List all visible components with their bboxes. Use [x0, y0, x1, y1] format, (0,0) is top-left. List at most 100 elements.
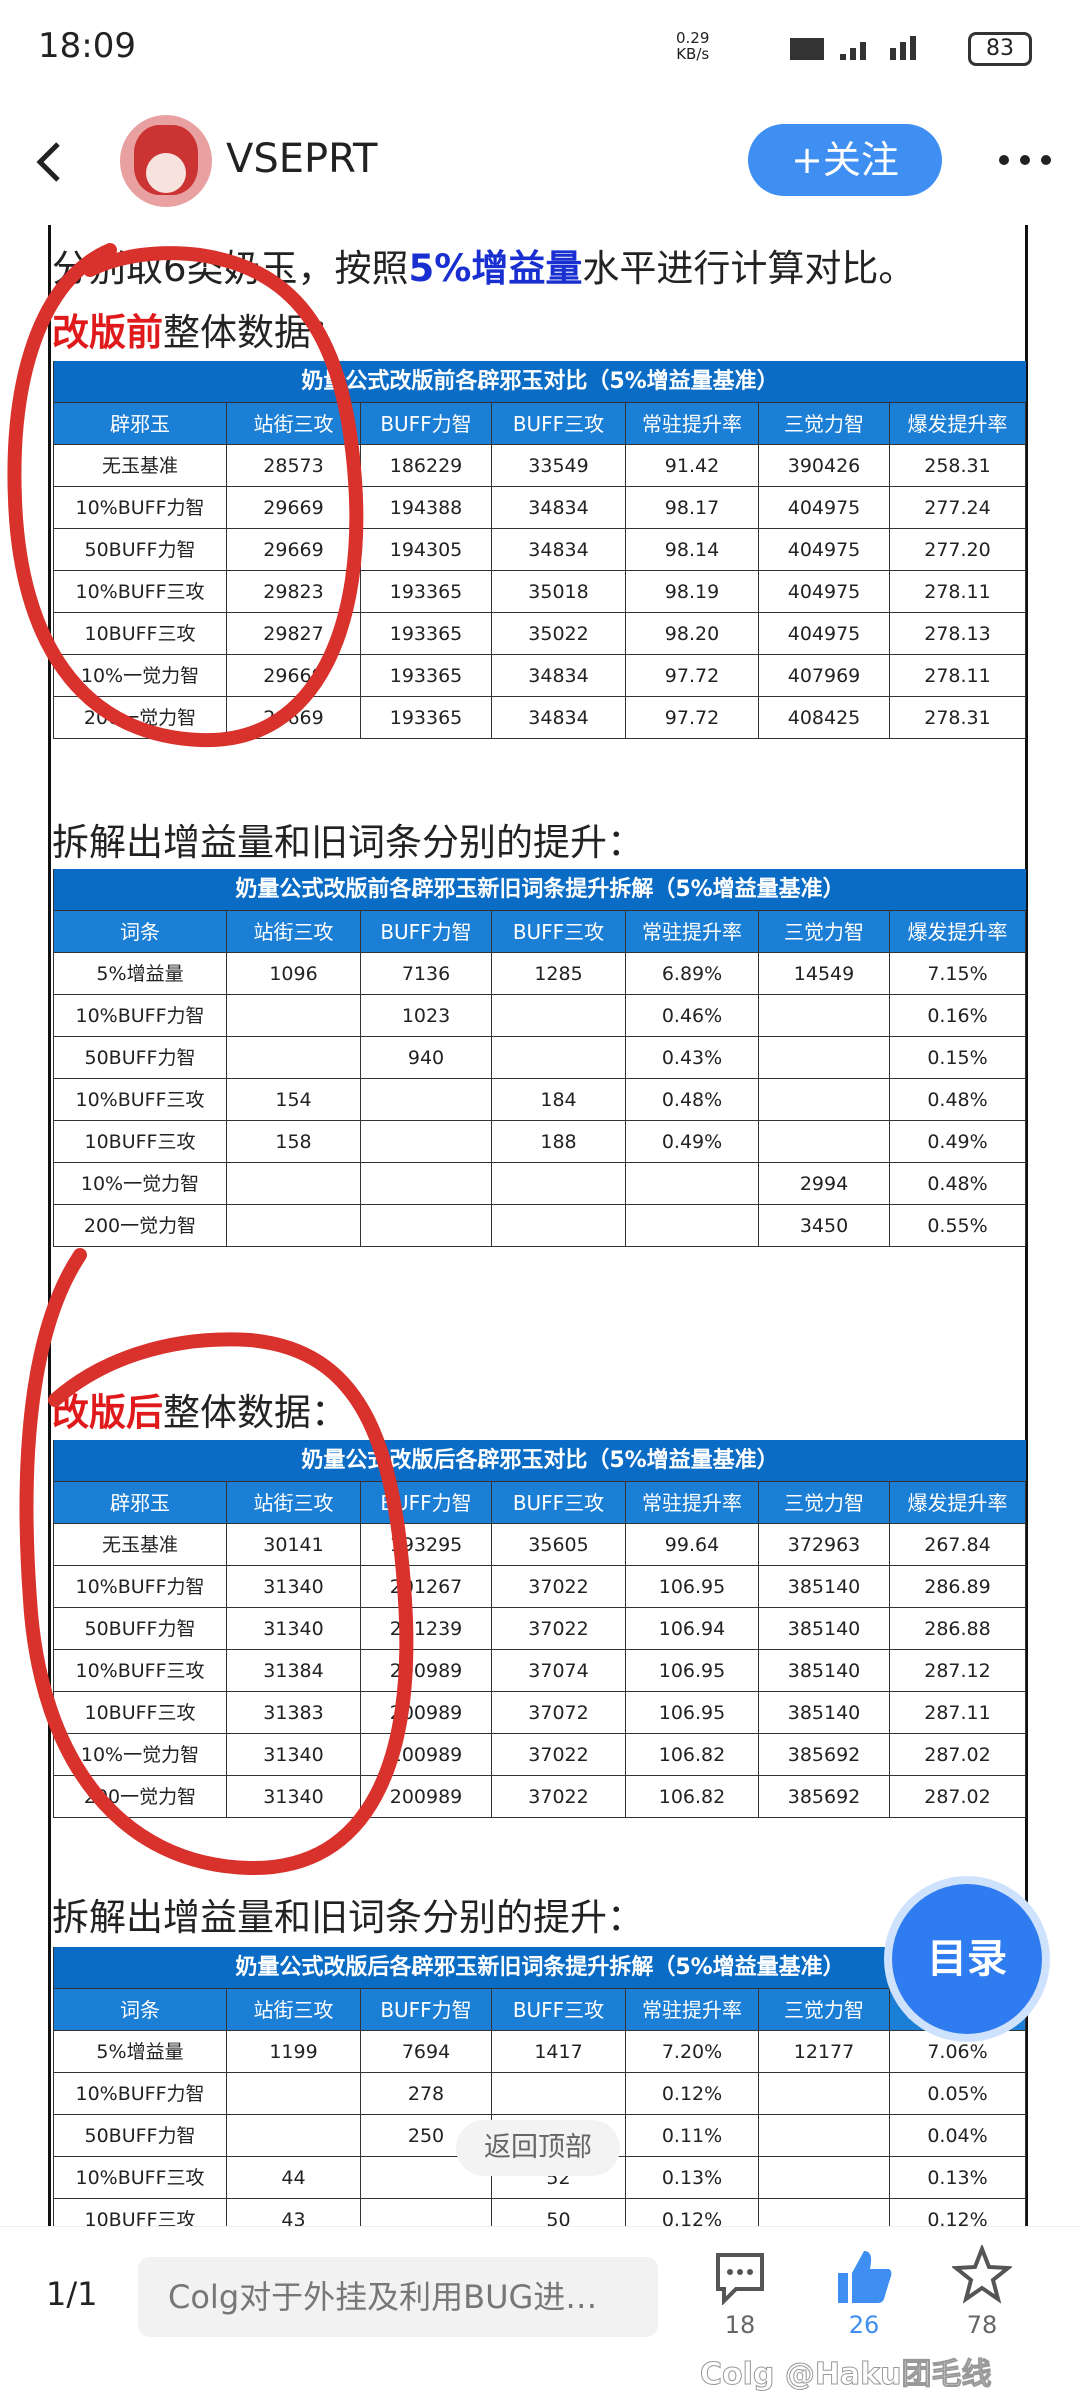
- column-header: 辟邪玉: [54, 403, 227, 445]
- table-cell: [492, 995, 626, 1037]
- table-cell: 200989: [361, 1692, 492, 1734]
- column-header: 词条: [54, 911, 227, 953]
- table-cell: 201239: [361, 1608, 492, 1650]
- more-button[interactable]: [998, 150, 1054, 170]
- table-cell: 50BUFF力智: [54, 529, 227, 571]
- table-cell: 0.16%: [890, 995, 1026, 1037]
- like-icon[interactable]: [834, 2247, 894, 2307]
- table-cell: 193365: [361, 613, 492, 655]
- back-to-top[interactable]: 返回顶部: [456, 2120, 620, 2176]
- text: 整体数据：: [163, 1391, 348, 1434]
- table-cell: 14549: [759, 953, 890, 995]
- table-cell: 5%增益量: [54, 2031, 227, 2073]
- table-cell: 287.02: [890, 1776, 1026, 1818]
- table-cell: 278.11: [890, 655, 1026, 697]
- column-header: BUFF三攻: [492, 403, 626, 445]
- table-cell: 0.11%: [626, 2115, 759, 2157]
- table: 奶量公式改版前各辟邪玉对比（5%增益量基准） 辟邪玉 站街三攻 BUFF力智 BUFF三…: [53, 361, 1026, 739]
- table-cell: 404975: [759, 571, 890, 613]
- table-cell: 34834: [492, 697, 626, 739]
- table-cell: 37022: [492, 1734, 626, 1776]
- table-cell: 31340: [227, 1734, 361, 1776]
- text: 整体数据：: [163, 311, 348, 354]
- table-cell: 158: [227, 1121, 361, 1163]
- table-cell: 1023: [361, 995, 492, 1037]
- table-cell: 3450: [759, 1205, 890, 1247]
- table: 奶量公式改版后各辟邪玉新旧词条提升拆解（5%增益量基准） 词条 站街三攻 BUFF力智…: [53, 1947, 1026, 2241]
- table-cell: [759, 2157, 890, 2199]
- column-header: BUFF力智: [361, 1482, 492, 1524]
- star-icon[interactable]: [952, 2245, 1012, 2305]
- username[interactable]: VSEPRT: [226, 136, 378, 182]
- table-cell: 287.02: [890, 1734, 1026, 1776]
- column-header: 常驻提升率: [626, 911, 759, 953]
- highlight: 5%增益量: [408, 247, 583, 290]
- table-cell: 404975: [759, 613, 890, 655]
- speed: 0.29: [676, 29, 710, 47]
- table-cell: 200989: [361, 1734, 492, 1776]
- table-cell: 37072: [492, 1692, 626, 1734]
- table: 奶量公式改版前各辟邪玉新旧词条提升拆解（5%增益量基准） 词条 站街三攻 BUFF力智…: [53, 869, 1026, 1247]
- comment-icon[interactable]: [712, 2249, 768, 2305]
- table-cell: [227, 1037, 361, 1079]
- table-cell: 无玉基准: [54, 445, 227, 487]
- column-header: 爆发提升率: [890, 1482, 1026, 1524]
- table-cell: 31383: [227, 1692, 361, 1734]
- table-cell: 0.48%: [626, 1079, 759, 1121]
- table-title: 奶量公式改版后各辟邪玉对比（5%增益量基准）: [54, 1440, 1026, 1482]
- content-border: [1025, 225, 1028, 2245]
- table-cell: 278.31: [890, 697, 1026, 739]
- table-cell: 50BUFF力智: [54, 1037, 227, 1079]
- avatar[interactable]: [120, 115, 212, 207]
- table-cell: [227, 1163, 361, 1205]
- column-header: BUFF力智: [361, 911, 492, 953]
- intro: 分别取6类奶玉，按照5%增益量水平进行计算对比。: [52, 238, 915, 292]
- column-header: 常驻提升率: [626, 1989, 759, 2031]
- table-cell: 258.31: [890, 445, 1026, 487]
- table-cell: 10%BUFF力智: [54, 995, 227, 1037]
- table-cell: 106.95: [626, 1650, 759, 1692]
- table-cell: 0.13%: [626, 2157, 759, 2199]
- follow-button[interactable]: +关注: [748, 124, 942, 196]
- label: 改版后: [52, 1391, 163, 1434]
- table-cell: [227, 2115, 361, 2157]
- table-cell: 0.55%: [890, 1205, 1026, 1247]
- battery: 83: [968, 32, 1032, 66]
- column-header: 三觉力智: [759, 1482, 890, 1524]
- column-header: 辟邪玉: [54, 1482, 227, 1524]
- table-cell: [492, 1205, 626, 1247]
- table-cell: 99.64: [626, 1524, 759, 1566]
- table-cell: [626, 1205, 759, 1247]
- table-cell: 35605: [492, 1524, 626, 1566]
- table-cell: 44: [227, 2157, 361, 2199]
- table-cell: 98.19: [626, 571, 759, 613]
- toc-button[interactable]: 目录: [892, 1884, 1042, 2034]
- table-cell: [492, 2073, 626, 2115]
- table-cell: 385140: [759, 1650, 890, 1692]
- table-cell: [361, 1163, 492, 1205]
- table-cell: 193365: [361, 655, 492, 697]
- column-header: 词条: [54, 1989, 227, 2031]
- comment-input[interactable]: Colg对于外挂及利用BUG进…: [138, 2257, 658, 2337]
- speed-unit: KB/s: [676, 45, 710, 63]
- table-cell: 无玉基准: [54, 1524, 227, 1566]
- table-cell: 385140: [759, 1692, 890, 1734]
- table-cell: [492, 1163, 626, 1205]
- section-title: 改版后整体数据：: [52, 1382, 348, 1436]
- table-cell: 385140: [759, 1566, 890, 1608]
- column-header: 三觉力智: [759, 911, 890, 953]
- back-button[interactable]: [34, 140, 64, 184]
- text: 水平进行计算对比。: [582, 247, 916, 290]
- table-cell: 404975: [759, 529, 890, 571]
- paragraph: 拆解出增益量和旧词条分别的提升：: [52, 1896, 644, 1939]
- table-cell: 1199: [227, 2031, 361, 2073]
- column-header: 常驻提升率: [626, 403, 759, 445]
- table-cell: 186229: [361, 445, 492, 487]
- table-cell: 267.84: [890, 1524, 1026, 1566]
- table-cell: 106.82: [626, 1734, 759, 1776]
- table-cell: 200989: [361, 1650, 492, 1692]
- column-header: BUFF力智: [361, 1989, 492, 2031]
- table-cell: 286.89: [890, 1566, 1026, 1608]
- time: 18:09: [38, 26, 136, 66]
- table-cell: 200一觉力智: [54, 1205, 227, 1247]
